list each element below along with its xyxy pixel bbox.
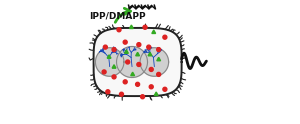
Circle shape: [102, 70, 106, 74]
Circle shape: [112, 75, 116, 79]
Circle shape: [147, 45, 151, 49]
Circle shape: [157, 72, 161, 76]
Polygon shape: [107, 55, 111, 58]
Circle shape: [143, 25, 147, 29]
Circle shape: [123, 80, 127, 84]
Circle shape: [157, 48, 161, 52]
Polygon shape: [95, 48, 124, 76]
Polygon shape: [116, 46, 148, 78]
Polygon shape: [152, 30, 156, 33]
Circle shape: [103, 45, 107, 49]
Polygon shape: [112, 65, 116, 68]
Circle shape: [136, 82, 140, 86]
Polygon shape: [136, 52, 140, 56]
Circle shape: [137, 62, 141, 66]
Circle shape: [119, 92, 124, 96]
Polygon shape: [130, 25, 133, 29]
Circle shape: [137, 43, 141, 47]
Circle shape: [163, 35, 167, 39]
Polygon shape: [124, 50, 128, 53]
Circle shape: [163, 87, 167, 91]
Circle shape: [117, 28, 121, 32]
Circle shape: [141, 95, 145, 99]
Polygon shape: [157, 57, 160, 61]
Circle shape: [126, 60, 130, 64]
Circle shape: [106, 90, 110, 94]
Circle shape: [112, 48, 116, 52]
Circle shape: [123, 40, 127, 44]
Polygon shape: [131, 72, 134, 76]
Text: IPP/DMAPP: IPP/DMAPP: [89, 11, 146, 20]
Polygon shape: [94, 28, 182, 96]
Polygon shape: [154, 92, 158, 95]
Polygon shape: [140, 48, 169, 76]
Circle shape: [149, 85, 153, 89]
Polygon shape: [148, 52, 152, 56]
Circle shape: [149, 67, 153, 71]
FancyArrowPatch shape: [115, 8, 130, 22]
